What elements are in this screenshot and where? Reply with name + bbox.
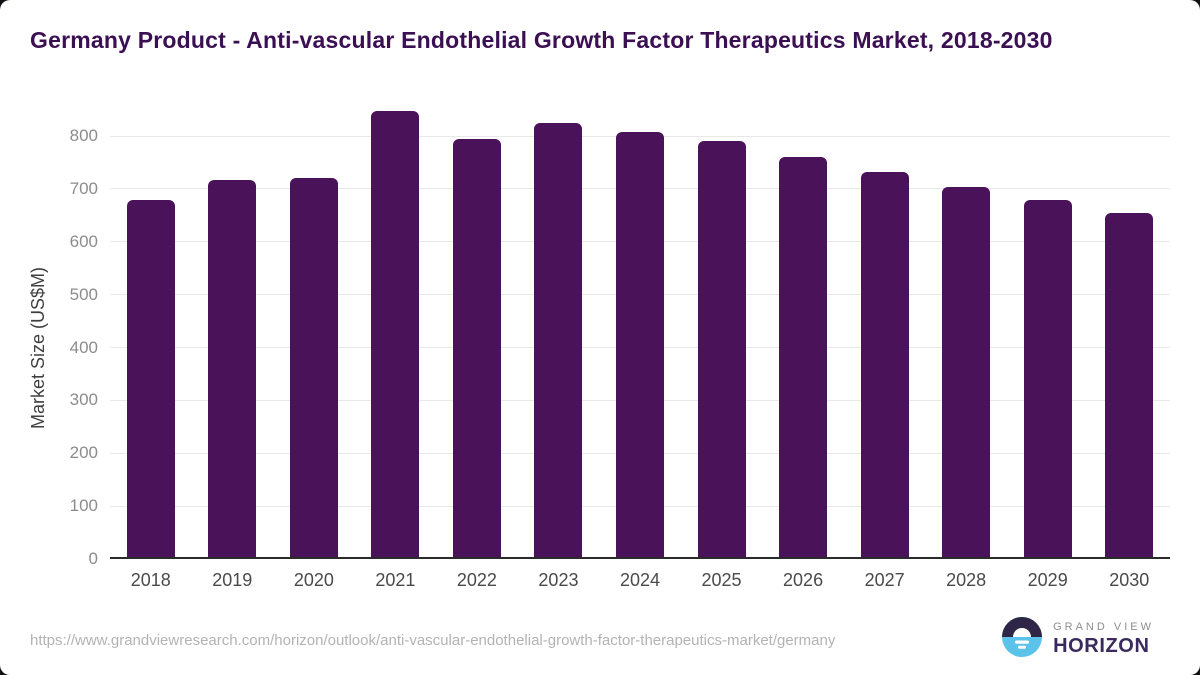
x-tick-label: 2028 — [946, 570, 987, 590]
source-url: https://www.grandviewresearch.com/horizo… — [30, 632, 836, 649]
x-tick-label: 2022 — [456, 570, 497, 590]
chart-title: Germany Product - Anti-vascular Endothel… — [30, 27, 1053, 53]
x-axis-baseline — [110, 557, 1170, 559]
horizon-sun-icon — [1002, 617, 1043, 662]
bar-2023 — [534, 123, 583, 559]
x-tick-label: 2023 — [538, 570, 579, 590]
y-tick-label: 800 — [69, 126, 98, 145]
brand-name-top: GRAND VIEW — [1053, 621, 1154, 633]
x-tick-label: 2021 — [375, 570, 416, 590]
plot-area: 0 100 200 300 400 500 600 700 800 2018 2019 2020 202… — [70, 99, 1170, 590]
y-tick-label: 200 — [69, 443, 98, 463]
y-tick-label: 400 — [69, 337, 98, 357]
x-tick-label: 2018 — [130, 570, 171, 590]
y-tick-label: 600 — [69, 231, 98, 251]
x-tick-label: 2027 — [864, 570, 905, 590]
bar-2030 — [1105, 213, 1154, 559]
x-tick-label: 2020 — [293, 570, 334, 590]
bar-2025 — [697, 141, 746, 559]
y-tick-label: 700 — [69, 178, 98, 198]
bar-2026 — [779, 156, 828, 559]
bar-2022 — [452, 138, 501, 559]
brand-logo: GRAND VIEW HORIZON — [1002, 617, 1154, 662]
x-tick-label: 2025 — [701, 570, 742, 590]
bar-2020 — [289, 177, 338, 559]
y-tick-label: 500 — [69, 284, 98, 304]
brand-name-bottom: HORIZON — [1053, 635, 1150, 657]
bar-2019 — [208, 179, 257, 559]
x-tick-label: 2026 — [783, 570, 824, 590]
x-tick-label: 2029 — [1027, 570, 1068, 590]
y-tick-label: 0 — [88, 549, 98, 568]
y-tick-label: 300 — [69, 390, 98, 410]
x-tick-label: 2030 — [1109, 570, 1150, 590]
bar-2024 — [616, 131, 664, 559]
bar-2018 — [126, 199, 175, 559]
bar-2028 — [942, 187, 991, 559]
brand-logo-text: GRAND VIEW HORIZON — [1053, 621, 1154, 658]
x-tick-label: 2024 — [619, 570, 661, 590]
bar-2021 — [371, 110, 420, 559]
x-tick-label: 2019 — [212, 570, 253, 590]
bar-2029 — [1023, 199, 1072, 559]
y-tick-label: 100 — [69, 496, 98, 516]
bar-2027 — [860, 171, 909, 559]
